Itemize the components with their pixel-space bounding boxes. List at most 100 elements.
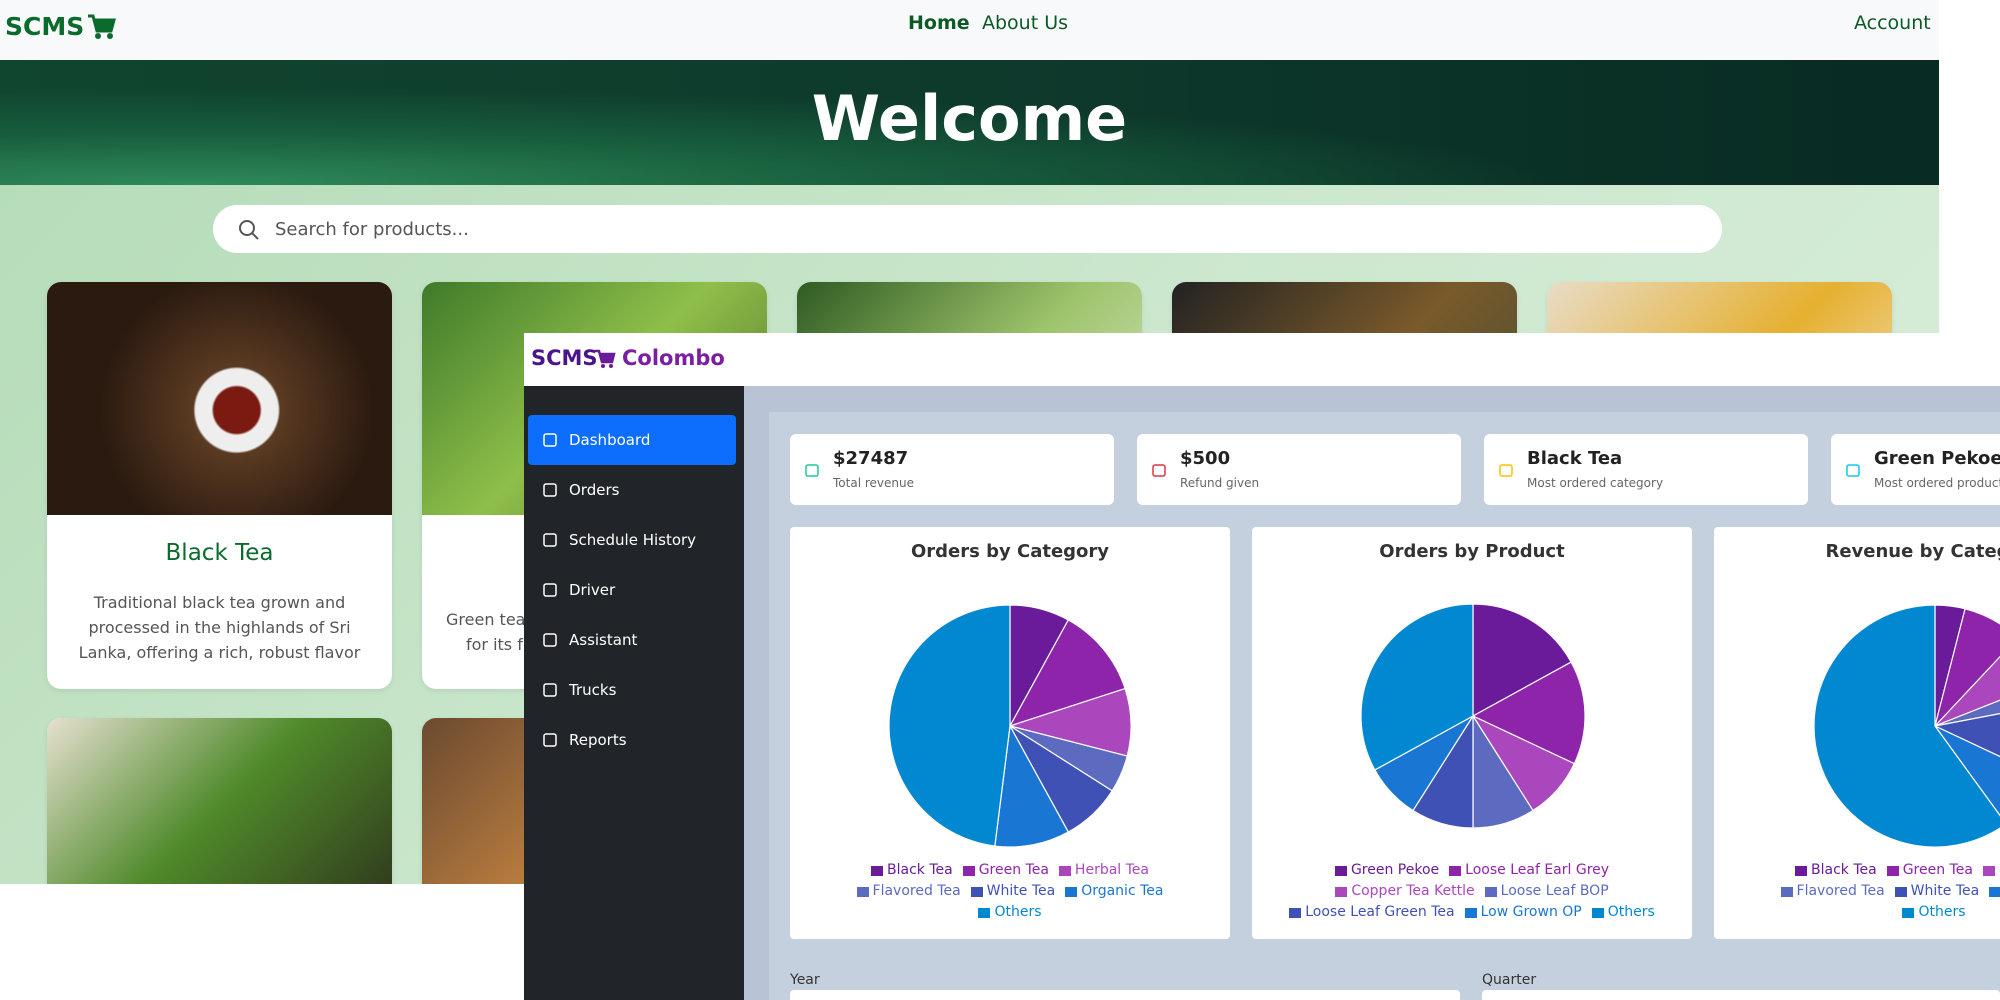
legend-item[interactable]: Herbal Tea: [1982, 860, 2000, 881]
legend-swatch: [1591, 907, 1604, 918]
legend-item[interactable]: Green Pekoe: [1334, 860, 1440, 881]
chart-card: Revenue by Category Black Tea Green Tea Her…: [1714, 527, 2000, 939]
pie-slice: [1360, 603, 1474, 771]
legend-swatch: [978, 907, 991, 918]
legend-item[interactable]: Flavored Tea: [856, 881, 961, 902]
pie-slice: [1934, 655, 2000, 727]
legend-item[interactable]: Green Tea: [1886, 860, 1973, 881]
chart-title: Orders by Product: [1379, 541, 1565, 562]
legend-item[interactable]: Flavored Tea: [1780, 881, 1885, 902]
legend-item[interactable]: Copper Tea Kettle: [1335, 881, 1475, 902]
hero-title: Welcome: [811, 82, 1128, 155]
dashboard-brand[interactable]: SCMS: [531, 346, 598, 370]
sidebar-item[interactable]: Schedule History: [528, 515, 736, 565]
legend-item[interactable]: Others: [978, 902, 1042, 923]
stat-card: Green Pekoe Most ordered product: [1831, 434, 2000, 505]
legend-item[interactable]: Loose Leaf Green Tea: [1289, 902, 1455, 923]
legend-item[interactable]: Green Tea: [962, 860, 1049, 881]
sidebar-label[interactable]: Driver: [569, 581, 616, 599]
legend-label: Herbal Tea: [1074, 862, 1149, 878]
legend-swatch: [1289, 907, 1302, 918]
stat-card: $500 Refund given: [1137, 434, 1461, 505]
legend-item[interactable]: Others: [1902, 902, 1966, 923]
legend-swatch: [970, 886, 983, 897]
year-select[interactable]: [790, 990, 1460, 1000]
product-description: Green tea: [446, 610, 526, 629]
product-card[interactable]: [47, 718, 392, 884]
sidebar-label[interactable]: Assistant: [569, 631, 638, 649]
legend-item[interactable]: Loose Leaf BOP: [1484, 881, 1609, 902]
stat-value: $500: [1180, 448, 1231, 469]
stat-value: Green Pekoe: [1874, 448, 2000, 469]
sidebar-item[interactable]: Driver: [528, 565, 736, 615]
chart-title: Orders by Category: [910, 541, 1110, 562]
sidebar-icon: [543, 583, 557, 597]
sidebar-icon: [543, 633, 557, 647]
pie-slice: [1934, 608, 2000, 727]
account-link[interactable]: Account: [1854, 12, 1931, 34]
legend-item[interactable]: White Tea: [1894, 881, 1979, 902]
pie-slice: [1472, 603, 1572, 718]
sidebar-item[interactable]: Assistant: [528, 615, 736, 665]
chart-card: Orders by Category Black Tea Green Tea Herb…: [790, 527, 1230, 939]
legend: Black Tea Green Tea Herbal Tea Flavored Tea…: [1744, 860, 2000, 923]
stat-label: Refund given: [1180, 476, 1260, 490]
icon-shape: [1152, 464, 1166, 477]
legend-item[interactable]: Herbal Tea: [1058, 860, 1149, 881]
chart-card: Orders by Product Green Pekoe Loose Leaf E…: [1252, 527, 1692, 939]
sidebar-icon: [543, 433, 557, 447]
legend-item[interactable]: Loose Leaf Earl Grey: [1449, 860, 1609, 881]
nav-link[interactable]: About Us: [982, 12, 1069, 34]
sidebar-label[interactable]: Orders: [569, 481, 620, 499]
icon-shape: [543, 733, 557, 747]
pie-slice: [1933, 712, 2000, 758]
legend-label: Flavored Tea: [1796, 883, 1885, 899]
sidebar-item[interactable]: Trucks: [528, 665, 736, 715]
product-name: Black Tea: [165, 540, 274, 566]
sidebar-item[interactable]: Reports: [528, 715, 736, 765]
legend-label: Loose Leaf BOP: [1500, 883, 1609, 899]
search-placeholder: Search for products...: [275, 219, 469, 240]
dashboard-location: Colombo: [622, 346, 725, 370]
legend: Black Tea Green Tea Herbal Tea Flavored Tea…: [820, 860, 1200, 923]
nav-link[interactable]: Home: [908, 12, 970, 34]
sidebar-label[interactable]: Dashboard: [569, 431, 651, 449]
sidebar-label[interactable]: Trucks: [569, 681, 617, 699]
legend-label: Others: [1918, 904, 1966, 920]
legend-label: Loose Leaf Green Tea: [1305, 904, 1455, 920]
sidebar-item[interactable]: Orders: [528, 465, 736, 515]
cart-icon: [88, 14, 116, 39]
icon-shape: [1499, 464, 1513, 477]
sidebar-label[interactable]: Schedule History: [569, 531, 697, 549]
product-image: [47, 718, 392, 884]
legend-swatch: [1449, 865, 1462, 876]
legend-swatch: [1334, 865, 1347, 876]
pie-chart: [1360, 603, 1586, 829]
quarter-select[interactable]: [1482, 990, 2000, 1000]
legend-swatch: [962, 865, 975, 876]
pie-slice: [1813, 604, 2000, 848]
legend-item[interactable]: Organic Tea: [1989, 881, 2000, 902]
legend-label: Herbal Tea: [1999, 860, 2000, 881]
sidebar-label[interactable]: Reports: [569, 731, 627, 749]
legend-label: Green Pekoe: [1350, 862, 1440, 878]
legend-item[interactable]: Others: [1591, 902, 1655, 923]
search-bar[interactable]: Search for products...: [213, 205, 1722, 253]
legend-label: Others: [1607, 904, 1655, 920]
stat-icon: [1499, 464, 1513, 477]
sidebar-item[interactable]: Dashboard: [528, 415, 736, 465]
legend-item[interactable]: Organic Tea: [1065, 881, 1163, 902]
legend-item[interactable]: Black Tea: [871, 860, 953, 881]
brand[interactable]: SCMS: [5, 12, 85, 41]
legend-item[interactable]: Black Tea: [1795, 860, 1877, 881]
legend-item[interactable]: Low Grown OP: [1464, 902, 1582, 923]
hero-banner: Welcome: [0, 60, 1939, 185]
navbar: SCMS Home About Us Account: [0, 0, 1939, 60]
product-card[interactable]: Black Tea Traditional black tea grown an…: [47, 282, 392, 689]
legend-label: White Tea: [986, 883, 1056, 899]
icon-shape: [543, 533, 557, 547]
legend-swatch: [1989, 886, 2000, 897]
product-description: for its fre: [466, 635, 539, 654]
legend-item[interactable]: White Tea: [970, 881, 1056, 902]
